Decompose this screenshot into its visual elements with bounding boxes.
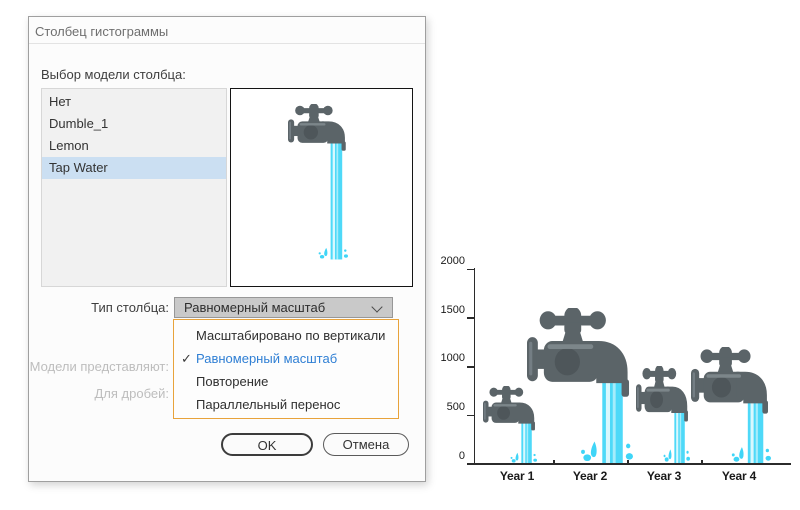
menu-item-repeating[interactable]: Повторение <box>196 374 269 389</box>
design-preview-box <box>230 88 413 287</box>
ytick-label-500: 500 <box>446 400 465 413</box>
ytick-1000 <box>467 366 474 368</box>
ytick-0 <box>467 463 474 465</box>
models-represent-label: Модели представляют: <box>29 359 169 374</box>
tap-water-column-year2 <box>527 307 633 464</box>
model-list-label: Выбор модели столбца: <box>41 67 186 82</box>
ytick-1500 <box>467 317 474 319</box>
ytick-label-2000: 2000 <box>440 255 465 268</box>
category-label-year2: Year 2 <box>572 469 608 483</box>
category-tick-3 <box>701 459 703 464</box>
column-design-listbox[interactable]: Нет Dumble_1 Lemon Tap Water <box>41 88 227 287</box>
ok-button[interactable]: OK <box>221 433 313 456</box>
list-item-dumble1[interactable]: Dumble_1 <box>49 116 109 131</box>
category-tick-2 <box>627 459 629 464</box>
ytick-2000 <box>467 268 474 271</box>
list-item-lemon[interactable]: Lemon <box>49 138 89 153</box>
dialog-title: Столбец гистограммы <box>35 24 169 39</box>
list-item-none[interactable]: Нет <box>49 94 72 109</box>
ytick-label-1500: 1500 <box>440 303 465 316</box>
menu-item-vertically-scaled[interactable]: Масштабировано по вертикали <box>196 328 386 343</box>
tap-water-column-year1 <box>483 385 537 464</box>
cancel-button[interactable]: Отмена <box>323 433 409 456</box>
column-type-value: Равномерный масштаб <box>184 300 326 315</box>
category-label-year3: Year 3 <box>646 469 682 483</box>
tap-water-column-year4 <box>691 346 771 464</box>
column-type-dropdown-menu: Масштабировано по вертикали ✓ Равномерный… <box>173 319 399 419</box>
ytick-500 <box>467 414 474 417</box>
graph-column-dialog: Столбец гистограммы Выбор модели столбца… <box>28 16 426 482</box>
category-tick-1 <box>553 459 555 464</box>
ytick-label-0: 0 <box>458 449 465 462</box>
category-axis-line <box>473 463 791 465</box>
list-item-tap-water[interactable]: Tap Water <box>42 157 226 179</box>
ytick-label-1000: 1000 <box>440 352 465 365</box>
tap-water-column-year3 <box>636 366 690 464</box>
tap-water-preview-image <box>288 104 348 269</box>
for-fractions-label: Для дробей: <box>94 386 170 401</box>
title-divider <box>29 43 425 44</box>
menu-item-uniformly-scaled[interactable]: ✓ Равномерный масштаб <box>174 347 398 370</box>
checkmark-icon: ✓ <box>181 351 192 366</box>
column-type-select[interactable]: Равномерный масштаб <box>174 297 393 318</box>
category-label-year4: Year 4 <box>721 469 757 483</box>
column-type-label: Тип столбца: <box>91 300 169 315</box>
value-axis-line <box>473 268 476 465</box>
category-label-year1: Year 1 <box>499 469 535 483</box>
menu-item-sliding[interactable]: Параллельный перенос <box>196 397 341 412</box>
